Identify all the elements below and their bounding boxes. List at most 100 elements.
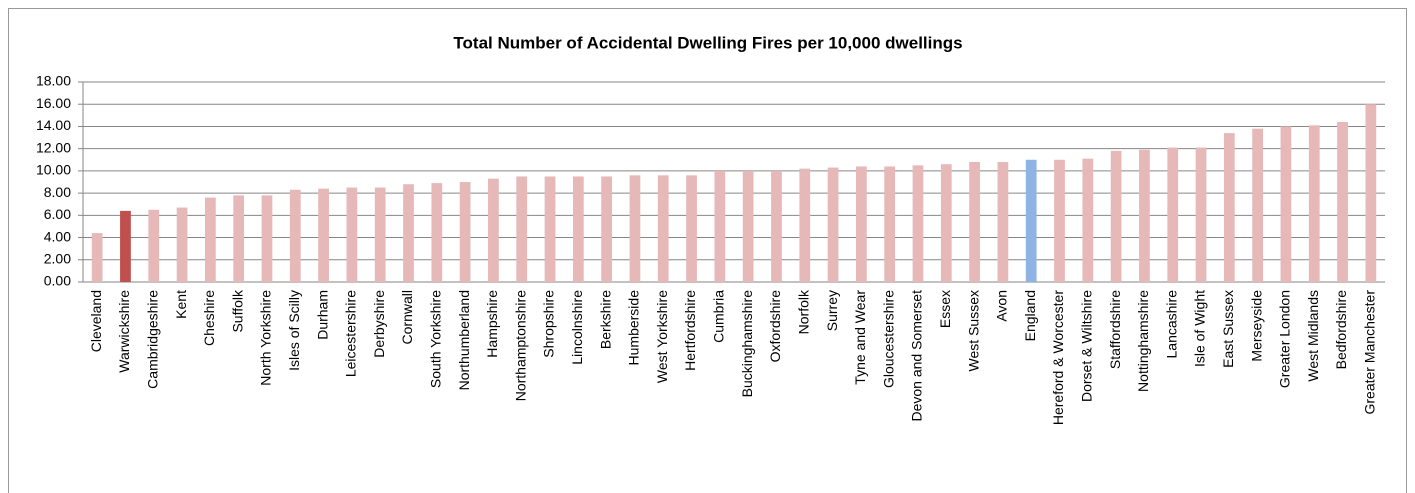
bar <box>742 170 754 282</box>
x-tick-label: Bedfordshire <box>1333 290 1349 370</box>
x-tick-label: Durham <box>314 290 330 340</box>
y-tick-label: 18.00 <box>36 73 71 89</box>
bar <box>629 175 641 282</box>
bar <box>374 187 386 282</box>
x-tick-label: Nottinghamshire <box>1135 290 1151 392</box>
y-tick-label: 10.00 <box>36 162 71 178</box>
y-tick-label: 0.00 <box>44 273 71 289</box>
bar <box>1110 150 1122 282</box>
x-tick-label: Lancashire <box>1163 290 1179 359</box>
bar <box>120 210 131 282</box>
x-tick-label: Berkshire <box>597 290 613 349</box>
x-tick-label: Northamptonshire <box>512 290 528 401</box>
bar <box>1082 158 1094 282</box>
bar <box>997 162 1009 282</box>
x-tick-label: Buckinghamshire <box>739 290 755 398</box>
bar <box>1025 159 1037 282</box>
bar <box>686 175 697 282</box>
x-tick-label: Cleveland <box>88 290 104 352</box>
y-tick-label: 14.00 <box>36 117 71 133</box>
x-tick-label: Shropshire <box>541 290 557 358</box>
x-tick-label: Cambridgeshire <box>144 290 160 389</box>
bar <box>1365 104 1377 282</box>
x-tick-label: Northumberland <box>456 290 472 390</box>
bar <box>912 165 924 282</box>
bar <box>1054 159 1065 282</box>
bar <box>1167 147 1179 282</box>
x-tick-label: Hampshire <box>484 290 500 358</box>
bar <box>601 176 613 282</box>
x-tick-label: Isle of Wight <box>1192 290 1208 367</box>
bar <box>1252 128 1264 282</box>
bar <box>1308 125 1320 282</box>
bar <box>91 233 103 282</box>
x-tick-label: East Sussex <box>1220 290 1236 368</box>
bar <box>969 162 980 282</box>
bar <box>855 166 867 282</box>
bar <box>176 207 188 282</box>
bar <box>544 176 556 282</box>
x-tick-label: South Yorkshire <box>428 290 444 388</box>
y-tick-label: 16.00 <box>36 95 71 111</box>
x-tick-label: Isles of Scilly <box>286 290 302 371</box>
x-tick-label: Gloucestershire <box>880 290 896 388</box>
chart-title: Total Number of Accidental Dwelling Fire… <box>453 33 962 52</box>
x-tick-label: Greater London <box>1277 290 1293 388</box>
x-tick-label: North Yorkshire <box>258 290 274 386</box>
bar <box>318 188 329 282</box>
bar <box>233 195 245 282</box>
bar <box>148 209 160 282</box>
x-tick-label: Cheshire <box>201 290 217 346</box>
x-tick-label: Dorset & Wiltshire <box>1079 290 1095 402</box>
y-tick-label: 8.00 <box>44 184 71 200</box>
bar <box>940 164 952 282</box>
x-tick-label: West Sussex <box>965 290 981 371</box>
x-tick-label: Surrey <box>824 290 840 331</box>
bar <box>714 170 726 282</box>
x-tick-label: Leicestershire <box>343 290 359 377</box>
x-tick-label: Cumbria <box>711 290 727 343</box>
x-tick-label: Tyne and Wear <box>852 290 868 385</box>
y-tick-label: 4.00 <box>44 228 71 244</box>
y-tick-label: 2.00 <box>44 250 71 266</box>
bar <box>488 178 499 282</box>
x-tick-label: West Midlands <box>1305 290 1321 382</box>
x-tick-label: Norfolk <box>795 289 811 334</box>
bar <box>403 184 414 282</box>
bar <box>827 167 839 282</box>
x-tick-label: Greater Manchester <box>1362 290 1378 415</box>
x-tick-label: Lincolnshire <box>569 290 585 365</box>
bar <box>1337 122 1348 282</box>
x-tick-label: Staffordshire <box>1107 290 1123 369</box>
bar <box>431 183 443 282</box>
x-tick-label: Hereford & Worcester <box>1050 290 1066 425</box>
x-tick-label: Hertfordshire <box>682 290 698 371</box>
bar <box>572 176 584 282</box>
bar <box>516 176 528 282</box>
bar <box>1223 133 1235 282</box>
x-tick-label: Humberside <box>626 290 642 366</box>
bar <box>771 170 782 282</box>
x-tick-label: Devon and Somerset <box>909 290 925 422</box>
x-tick-label: Merseyside <box>1248 290 1264 362</box>
bar <box>346 187 358 282</box>
y-tick-label: 6.00 <box>44 206 71 222</box>
bar <box>799 168 811 282</box>
x-tick-label: Cornwall <box>399 290 415 344</box>
x-tick-label: Derbyshire <box>371 290 387 358</box>
bar <box>1280 126 1292 282</box>
bar <box>1139 149 1150 282</box>
x-tick-label: Oxfordshire <box>767 290 783 363</box>
bar <box>289 189 301 282</box>
x-tick-label: West Yorkshire <box>654 290 670 383</box>
bar <box>657 175 669 282</box>
bar <box>1195 147 1207 282</box>
x-tick-label: Suffolk <box>229 289 245 333</box>
y-tick-label: 12.00 <box>36 139 71 155</box>
x-tick-label: Kent <box>173 290 189 319</box>
bar <box>884 166 896 282</box>
x-tick-label: England <box>1022 290 1038 341</box>
bar <box>459 182 471 282</box>
x-tick-label: Essex <box>937 290 953 328</box>
